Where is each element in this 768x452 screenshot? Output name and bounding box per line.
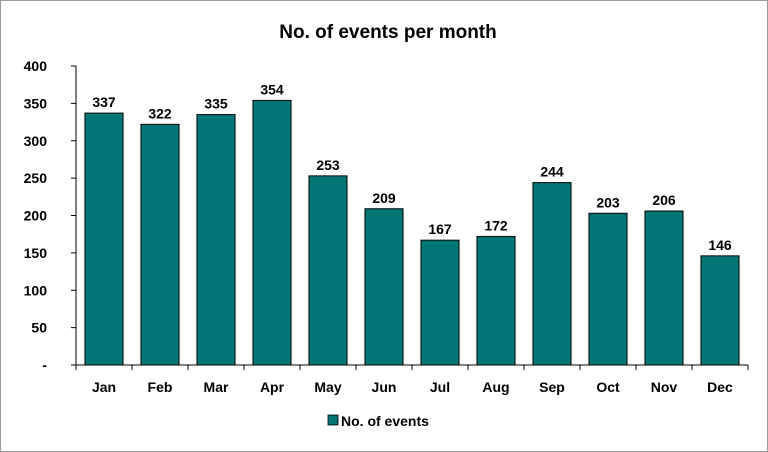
data-labels: 337 322 335 354 253 209 167 172 244 203 206 146: [92, 81, 732, 252]
x-tick-label: Dec: [707, 379, 733, 395]
data-label: 322: [148, 105, 172, 121]
data-label: 253: [316, 157, 340, 173]
x-tick-label: Feb: [148, 379, 173, 395]
legend: No. of events: [327, 413, 429, 429]
bar: [532, 182, 572, 366]
data-label: 167: [428, 221, 452, 237]
y-tick-label: -: [42, 357, 47, 373]
x-tick-label: Nov: [651, 379, 678, 395]
data-label: 203: [596, 194, 620, 210]
bar: [700, 255, 740, 366]
bar: [476, 235, 516, 366]
y-axis: - 50 100 150 200 250 300 350 400: [24, 58, 77, 373]
y-tick-label: 100: [24, 282, 48, 298]
x-tick-label: Apr: [260, 379, 285, 395]
bar: [252, 99, 292, 366]
bar: [140, 123, 180, 366]
y-tick-label: 200: [24, 208, 48, 224]
data-label: 354: [260, 81, 284, 97]
y-tick-label: 150: [24, 245, 48, 261]
bar: [308, 175, 348, 366]
data-label: 244: [540, 164, 564, 180]
legend-swatch: [327, 414, 339, 426]
bar: [588, 212, 628, 366]
x-tick-label: May: [314, 379, 341, 395]
bar-series: [84, 99, 740, 366]
y-tick-label: 250: [24, 170, 48, 186]
x-tick-label: Jul: [430, 379, 450, 395]
x-tick-label: Mar: [204, 379, 229, 395]
x-tick-label: Jan: [92, 379, 116, 395]
y-tick-label: 300: [24, 133, 48, 149]
chart-title: No. of events per month: [279, 22, 496, 43]
x-tick-label: Oct: [596, 379, 620, 395]
bar: [196, 114, 236, 366]
data-label: 206: [652, 192, 676, 208]
data-label: 146: [708, 237, 732, 253]
data-label: 337: [92, 94, 116, 110]
x-tick-label: Aug: [482, 379, 509, 395]
y-tick-label: 350: [24, 95, 48, 111]
bar: [364, 208, 404, 366]
x-tick-label: Sep: [539, 379, 565, 395]
y-tick-label: 400: [24, 58, 48, 74]
bar: [420, 239, 460, 366]
x-axis: Jan Feb Mar Apr May Jun Jul Aug Sep Oct Nov Dec: [75, 364, 749, 395]
bar: [644, 210, 684, 366]
data-label: 335: [204, 96, 228, 112]
legend-label: No. of events: [341, 413, 429, 429]
y-tick-label: 50: [31, 320, 47, 336]
bar: [84, 112, 124, 366]
data-label: 172: [484, 217, 508, 233]
x-tick-label: Jun: [372, 379, 397, 395]
data-label: 209: [372, 190, 396, 206]
